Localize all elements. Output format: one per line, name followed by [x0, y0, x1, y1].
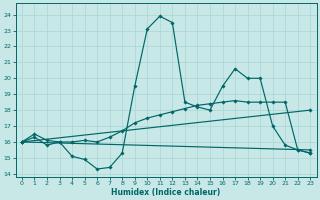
- X-axis label: Humidex (Indice chaleur): Humidex (Indice chaleur): [111, 188, 221, 197]
